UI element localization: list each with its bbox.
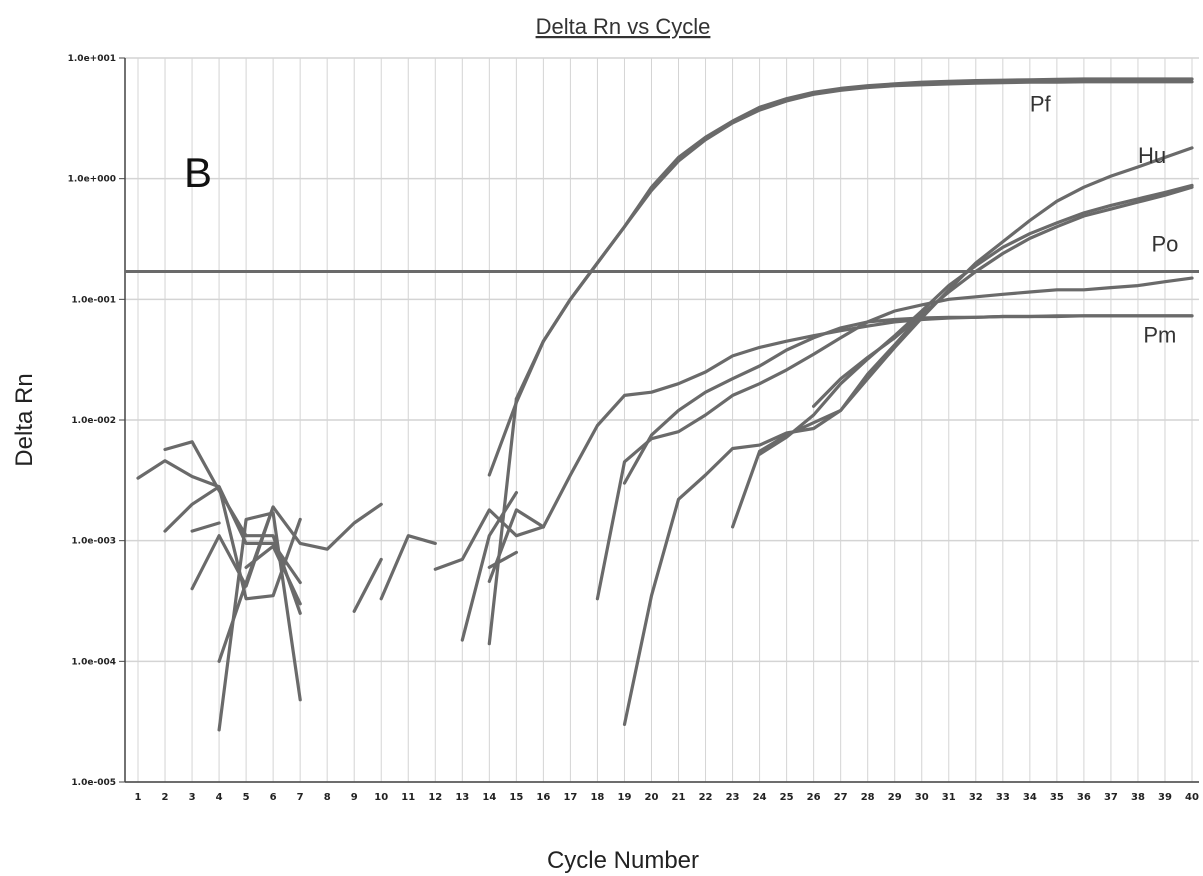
x-tick-label: 31 <box>942 792 956 803</box>
x-tick-label: 29 <box>888 792 902 803</box>
series-line-24 <box>487 550 519 570</box>
series-lines <box>136 77 1194 732</box>
series-line-16 <box>217 502 383 663</box>
x-tick-label: 22 <box>699 792 713 803</box>
curve-label-po: Po <box>1151 231 1178 256</box>
x-tick-label: 36 <box>1077 792 1091 803</box>
x-tick-label: 27 <box>834 792 848 803</box>
x-tick-label: 30 <box>915 792 929 803</box>
x-tick-label: 34 <box>1023 792 1037 803</box>
x-tick-label: 28 <box>861 792 875 803</box>
series-line-23 <box>487 397 519 646</box>
x-tick-label: 12 <box>428 792 442 803</box>
x-tick-label: 4 <box>216 792 223 803</box>
x-tick-label: 5 <box>243 792 250 803</box>
series-line-8 <box>541 314 1194 529</box>
y-axis-label: Delta Rn <box>11 373 38 466</box>
x-tick-label: 23 <box>726 792 740 803</box>
series-line-2 <box>514 77 1194 401</box>
x-tick-label: 14 <box>482 792 496 803</box>
x-tick-label: 11 <box>401 792 415 803</box>
x-tick-label: 7 <box>297 792 304 803</box>
series-line-7 <box>622 314 1194 485</box>
x-tick-label: 20 <box>645 792 659 803</box>
x-tick-label: 19 <box>618 792 632 803</box>
grid <box>125 57 1199 783</box>
x-tick-label: 3 <box>189 792 196 803</box>
curve-label-pf: Pf <box>1030 92 1052 117</box>
y-tick-label: 1.0e+000 <box>68 175 116 185</box>
x-tick-label: 8 <box>324 792 331 803</box>
series-line-9 <box>622 312 924 727</box>
series-line-4 <box>757 183 1194 456</box>
y-tick-label: 1.0e-001 <box>71 295 116 305</box>
curve-labels: Pf Hu Po Pm <box>1030 92 1179 348</box>
x-tick-label: 6 <box>270 792 277 803</box>
x-tick-label: 40 <box>1185 792 1199 803</box>
x-axis-label: Cycle Number <box>547 847 699 874</box>
series-line-19 <box>379 534 437 601</box>
series-line-18 <box>352 557 383 613</box>
chart-title: Delta Rn vs Cycle <box>536 14 711 39</box>
x-tick-label: 17 <box>563 792 577 803</box>
y-tick-label: 1.0e-003 <box>71 537 116 547</box>
x-tick-label: 16 <box>536 792 550 803</box>
series-line-14 <box>190 521 221 533</box>
x-tick-label: 32 <box>969 792 983 803</box>
series-line-11 <box>163 440 302 615</box>
series-line-20 <box>433 508 546 571</box>
series-line-12 <box>163 485 302 601</box>
x-tick-labels: 1 2 3 4 5 6 7 8 9 10 11 12 13 14 15 16 17 18 19 20 21 22 23 24 2… <box>135 792 1199 803</box>
axes <box>119 57 1199 783</box>
y-tick-label: 1.0e-005 <box>71 778 116 788</box>
x-tick-label: 13 <box>455 792 469 803</box>
x-tick-label: 24 <box>753 792 767 803</box>
series-line-21 <box>460 491 519 642</box>
curve-label-pm: Pm <box>1143 322 1176 347</box>
y-tick-labels: 1.0e+001 1.0e+000 1.0e-001 1.0e-002 1.0e-003… <box>68 54 116 788</box>
x-tick-label: 21 <box>672 792 686 803</box>
panel-letter: B <box>184 149 212 196</box>
x-tick-label: 35 <box>1050 792 1064 803</box>
y-tick-label: 1.0e-004 <box>71 657 116 667</box>
x-tick-label: 26 <box>807 792 821 803</box>
series-line-17 <box>244 544 302 606</box>
x-tick-label: 37 <box>1104 792 1118 803</box>
x-tick-label: 18 <box>590 792 604 803</box>
x-tick-label: 2 <box>162 792 169 803</box>
x-tick-label: 10 <box>374 792 388 803</box>
y-tick-label: 1.0e+001 <box>68 54 116 64</box>
x-tick-label: 38 <box>1131 792 1145 803</box>
y-tick-label: 1.0e-002 <box>71 416 116 426</box>
x-tick-label: 33 <box>996 792 1010 803</box>
series-line-5 <box>811 185 1194 408</box>
series-line-6 <box>595 276 1194 601</box>
x-tick-label: 25 <box>780 792 794 803</box>
x-tick-label: 39 <box>1158 792 1172 803</box>
curve-label-hu: Hu <box>1138 143 1166 168</box>
x-tick-label: 9 <box>351 792 358 803</box>
x-tick-label: 1 <box>135 792 142 803</box>
x-tick-label: 15 <box>509 792 523 803</box>
